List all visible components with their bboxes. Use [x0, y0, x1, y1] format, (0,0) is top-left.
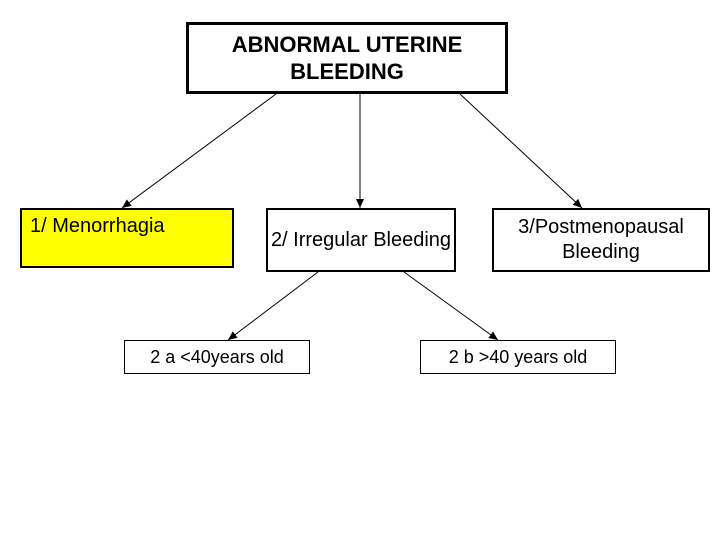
node-root-label: ABNORMAL UTERINE BLEEDING [189, 31, 505, 86]
node-irregular-bleeding-label: 2/ Irregular Bleeding [271, 228, 451, 253]
node-irregular-bleeding: 2/ Irregular Bleeding [266, 208, 456, 272]
node-2a-under-40: 2 a <40years old [124, 340, 310, 374]
node-postmenopausal-bleeding-label: 3/Postmenopausal Bleeding [494, 215, 708, 265]
node-postmenopausal-bleeding: 3/Postmenopausal Bleeding [492, 208, 710, 272]
node-menorrhagia-label: 1/ Menorrhagia [30, 214, 165, 239]
node-menorrhagia: 1/ Menorrhagia [20, 208, 234, 268]
node-2b-over-40: 2 b >40 years old [420, 340, 616, 374]
node-root: ABNORMAL UTERINE BLEEDING [186, 22, 508, 94]
node-2a-label: 2 a <40years old [150, 346, 284, 369]
node-2b-label: 2 b >40 years old [449, 346, 588, 369]
